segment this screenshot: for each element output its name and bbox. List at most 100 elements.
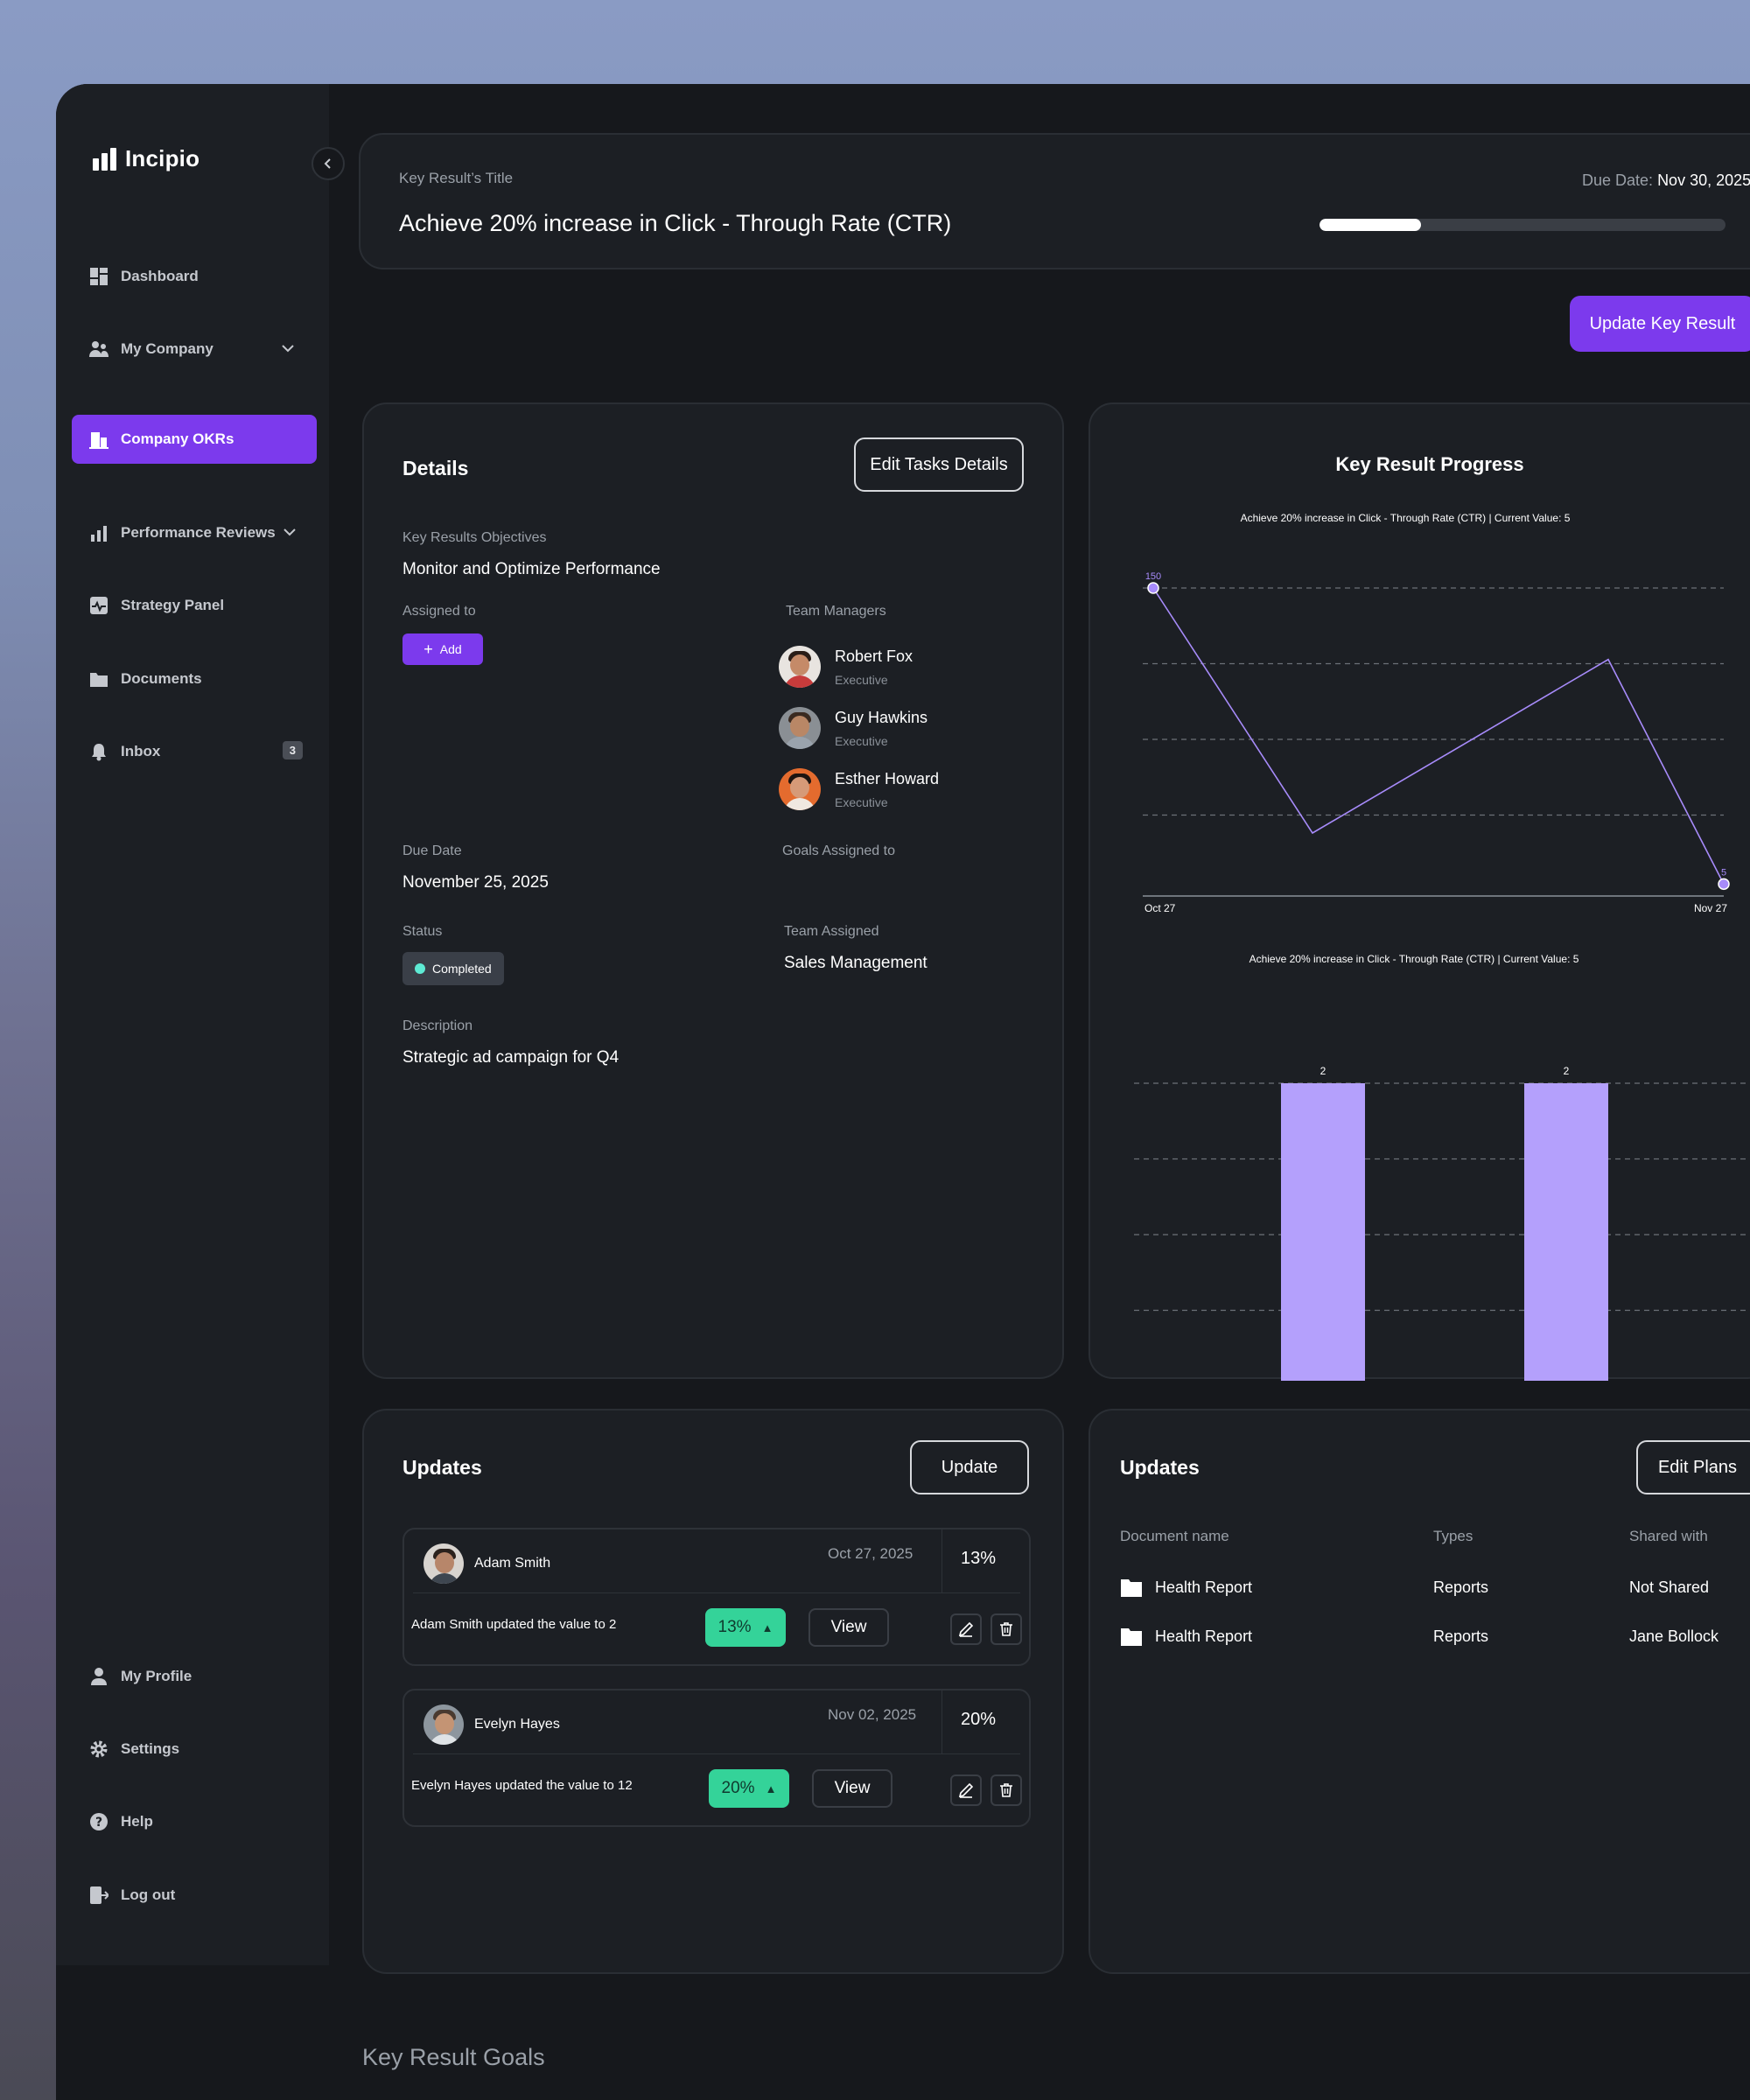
folder-icon — [89, 669, 108, 689]
update-user[interactable]: Adam Smith — [424, 1544, 550, 1584]
key-result-progress-bar — [1320, 219, 1726, 231]
update-text: Evelyn Hayes updated the value to 12 — [411, 1778, 633, 1793]
sidebar-item-documents[interactable]: Documents — [72, 654, 317, 704]
update-percent: 13% — [961, 1549, 997, 1568]
update-user[interactable]: Evelyn Hayes — [424, 1704, 560, 1745]
document-shared-with: Not Shared — [1629, 1578, 1710, 1596]
delete-button[interactable] — [990, 1774, 1022, 1806]
manager-name: Guy Hawkins — [835, 708, 928, 726]
manager-item[interactable]: Esther Howard Executive — [779, 768, 939, 810]
strategy-icon — [89, 596, 108, 615]
plus-icon: + — [424, 640, 433, 658]
logo-icon — [93, 147, 116, 171]
view-button[interactable]: View — [808, 1608, 889, 1647]
trash-icon — [1000, 1622, 1012, 1636]
manager-role: Executive — [835, 794, 888, 809]
update-button[interactable]: Update — [910, 1440, 1029, 1494]
sidebar-item-performance-reviews[interactable]: Performance Reviews — [72, 508, 317, 557]
sidebar-item-label: Log out — [121, 1886, 176, 1903]
document-shared-with: Jane Bollock — [1629, 1628, 1719, 1645]
status-label: Status — [402, 924, 443, 939]
sidebar: Incipio Dashboard My Company Company OKR… — [56, 84, 329, 1965]
key-result-title: Achieve 20% increase in Click - Through … — [399, 210, 952, 236]
data-point — [1718, 878, 1730, 891]
team-managers-label: Team Managers — [786, 604, 886, 619]
sidebar-item-my-profile[interactable]: My Profile — [72, 1652, 317, 1701]
triangle-up-icon: ▲ — [765, 1782, 777, 1796]
line-chart-title: Achieve 20% increase in Click - Through … — [1241, 512, 1571, 524]
app-window: Incipio Dashboard My Company Company OKR… — [56, 84, 1750, 2100]
update-date: Nov 02, 2025 — [828, 1706, 917, 1723]
folder-icon — [1121, 1579, 1142, 1597]
objectives-value: Monitor and Optimize Performance — [402, 560, 661, 578]
add-assignee-button[interactable]: + Add — [402, 634, 483, 665]
edit-tasks-details-button[interactable]: Edit Tasks Details — [854, 438, 1024, 492]
edit-button[interactable] — [950, 1614, 982, 1645]
details-title: Details — [402, 457, 469, 480]
dashboard-icon — [89, 267, 108, 286]
update-item: Adam Smith Oct 27, 2025 13% Adam Smith u… — [402, 1528, 1031, 1666]
manager-name: Esther Howard — [835, 769, 940, 788]
percent-change-value: 13% — [718, 1618, 752, 1636]
user-icon — [89, 1667, 108, 1686]
percent-change-value: 20% — [721, 1779, 755, 1797]
sidebar-item-help[interactable]: ? Help — [72, 1797, 317, 1846]
team-assigned-label: Team Assigned — [784, 924, 879, 939]
sidebar-item-dashboard[interactable]: Dashboard — [72, 252, 317, 301]
manager-item[interactable]: Guy Hawkins Executive — [779, 707, 928, 749]
bar — [1524, 1083, 1608, 1381]
bar-value-label: 2 — [1564, 1065, 1570, 1077]
sidebar-item-label: Company OKRs — [121, 430, 234, 447]
sidebar-item-company-okrs[interactable]: Company OKRs — [72, 415, 317, 464]
bar — [1281, 1083, 1365, 1381]
team-assigned-value: Sales Management — [784, 954, 928, 972]
sidebar-item-inbox[interactable]: Inbox 3 — [72, 727, 317, 776]
avatar — [779, 707, 821, 749]
edit-plans-button[interactable]: Edit Plans — [1636, 1440, 1750, 1494]
manager-name: Robert Fox — [835, 647, 914, 665]
triangle-up-icon: ▲ — [761, 1620, 774, 1634]
view-button[interactable]: View — [812, 1769, 892, 1808]
chart-card-title: Key Result Progress — [1335, 453, 1524, 475]
key-result-header-card: Key Result’s Title Achieve 20% increase … — [359, 133, 1750, 270]
delete-button[interactable] — [990, 1614, 1022, 1645]
update-item: Evelyn Hayes Nov 02, 2025 20% Evelyn Hay… — [402, 1689, 1031, 1827]
avatar — [779, 646, 821, 688]
document-name-cell[interactable]: Health Report — [1120, 1577, 1252, 1598]
percent-change-badge: 13% ▲ — [705, 1608, 786, 1647]
sidebar-item-label: Inbox — [121, 743, 161, 760]
description-value: Strategic ad campaign for Q4 — [402, 1048, 620, 1067]
chevron-left-icon — [324, 158, 331, 169]
folder-icon — [1121, 1628, 1142, 1646]
sidebar-collapse-button[interactable] — [312, 147, 345, 180]
line-series — [1152, 587, 1725, 885]
document-type: Reports — [1433, 1628, 1489, 1645]
app-name: Incipio — [125, 145, 200, 172]
key-result-goals-title: Key Result Goals — [362, 2044, 545, 2070]
gear-icon — [89, 1740, 108, 1759]
sidebar-item-logout[interactable]: Log out — [72, 1871, 317, 1920]
update-key-result-button[interactable]: Update Key Result — [1570, 296, 1750, 352]
bar-chart-icon — [89, 523, 108, 542]
percent-change-badge: 20% ▲ — [709, 1769, 789, 1808]
due-date-label: Due Date: — [1582, 172, 1654, 189]
app-logo[interactable]: Incipio — [93, 145, 200, 172]
document-name-cell[interactable]: Health Report — [1120, 1626, 1252, 1647]
sidebar-item-my-company[interactable]: My Company — [72, 325, 317, 374]
bar-chart-title: Achieve 20% increase in Click - Through … — [1250, 953, 1579, 965]
sidebar-item-settings[interactable]: Settings — [72, 1725, 317, 1774]
logout-icon — [89, 1886, 108, 1905]
due-date: Due Date: Nov 30, 2025 — [1582, 172, 1750, 190]
help-icon: ? — [89, 1812, 108, 1831]
manager-role: Executive — [835, 672, 888, 687]
documents-title: Updates — [1120, 1456, 1200, 1479]
manager-item[interactable]: Robert Fox Executive — [779, 646, 913, 688]
sidebar-item-label: Documents — [121, 670, 202, 687]
point-label: 150 — [1145, 571, 1161, 582]
updates-title: Updates — [402, 1456, 482, 1479]
sidebar-item-strategy-panel[interactable]: Strategy Panel — [72, 581, 317, 630]
edit-button[interactable] — [950, 1774, 982, 1806]
document-name: Health Report — [1155, 1627, 1253, 1645]
column-header-types: Types — [1433, 1528, 1474, 1544]
update-date: Oct 27, 2025 — [828, 1545, 914, 1562]
